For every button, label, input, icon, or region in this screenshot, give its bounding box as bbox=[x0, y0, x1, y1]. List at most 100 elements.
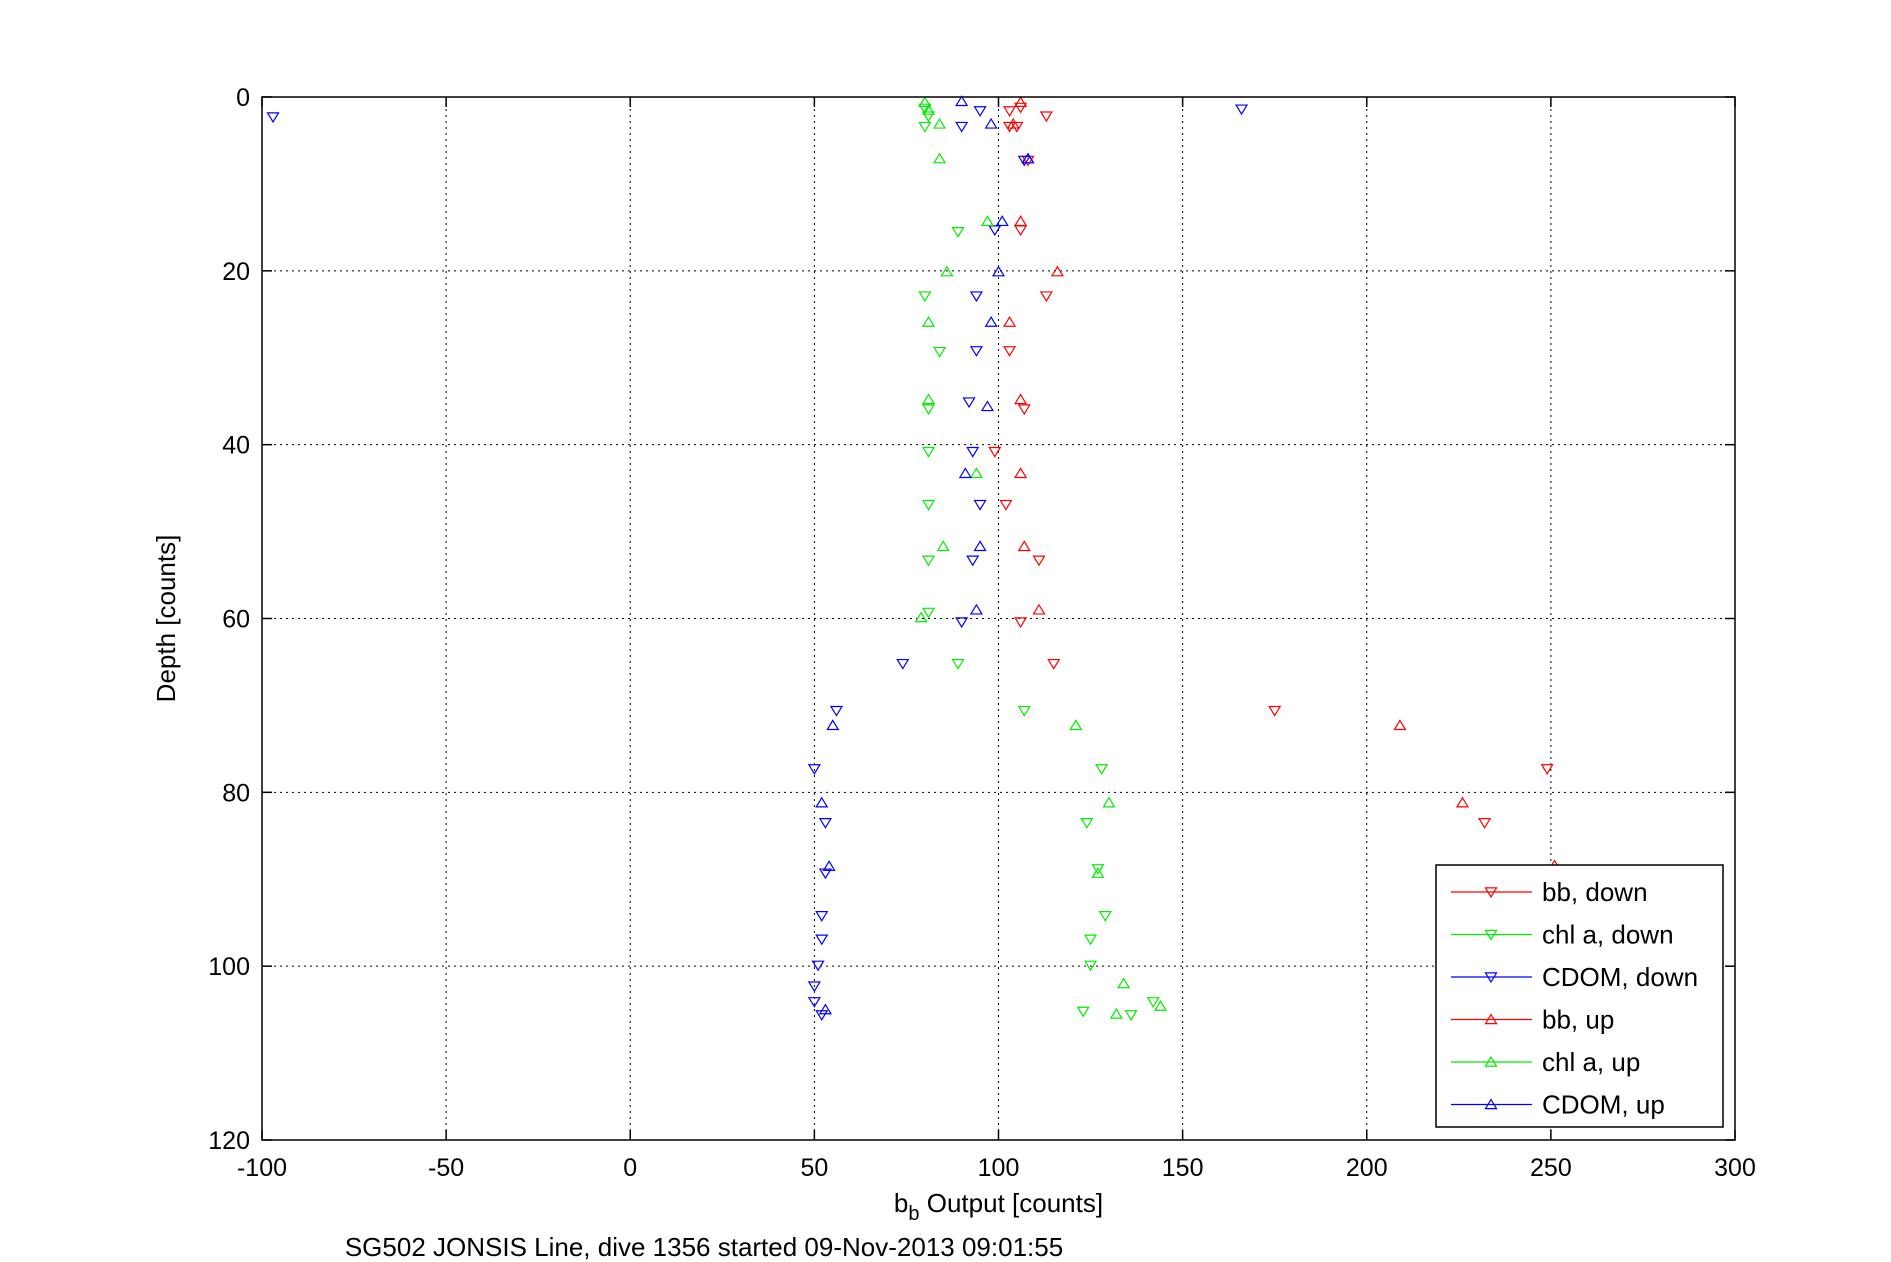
legend-marker bbox=[1484, 972, 1498, 984]
data-point bbox=[1039, 291, 1053, 303]
x-tick-label: 0 bbox=[623, 1154, 637, 1182]
y-tick-label: 0 bbox=[236, 84, 250, 112]
data-point bbox=[1393, 719, 1407, 731]
y-tick-labels: 0 20 40 60 80 100 120 bbox=[208, 84, 250, 1155]
data-point bbox=[1014, 617, 1028, 629]
data-point bbox=[995, 215, 1009, 227]
data-point bbox=[980, 215, 995, 227]
x-axis-label: bb Output [counts] bbox=[894, 1188, 1103, 1225]
data-point bbox=[1455, 796, 1470, 808]
data-point bbox=[973, 540, 987, 552]
data-point bbox=[1109, 1007, 1123, 1019]
data-point bbox=[1014, 215, 1028, 227]
legend-label: bb, up bbox=[1542, 1005, 1614, 1035]
data-point bbox=[1039, 111, 1053, 123]
data-point bbox=[1047, 658, 1061, 670]
data-point bbox=[1002, 121, 1017, 133]
data-point bbox=[1268, 705, 1282, 717]
data-point bbox=[815, 934, 829, 946]
data-point bbox=[969, 291, 983, 303]
y-tick-label: 120 bbox=[208, 1127, 250, 1155]
data-point bbox=[1014, 393, 1028, 405]
data-point bbox=[807, 764, 821, 775]
x-tick-label: -50 bbox=[428, 1154, 464, 1182]
legend-label: chl a, up bbox=[1542, 1047, 1640, 1077]
data-point bbox=[1021, 152, 1035, 164]
chart-caption: SG502 JONSIS Line, dive 1356 started 09-… bbox=[345, 1232, 1063, 1262]
data-point bbox=[1117, 977, 1131, 989]
data-point bbox=[918, 121, 932, 133]
legend-label: bb, down bbox=[1542, 877, 1648, 907]
data-point bbox=[1002, 346, 1017, 357]
data-point bbox=[1095, 764, 1109, 775]
data-point bbox=[1124, 1010, 1138, 1021]
data-point bbox=[966, 555, 980, 567]
data-point bbox=[973, 499, 987, 511]
data-point bbox=[936, 540, 950, 552]
data-point bbox=[1478, 818, 1492, 829]
x-tick-label: 250 bbox=[1530, 1154, 1572, 1182]
x-tick-label: 150 bbox=[1162, 1154, 1204, 1182]
data-point bbox=[1098, 911, 1112, 922]
data-points bbox=[266, 95, 1562, 1021]
data-point bbox=[1080, 818, 1094, 829]
data-point bbox=[818, 868, 832, 880]
data-point bbox=[1017, 404, 1031, 416]
data-point bbox=[1083, 934, 1098, 946]
data-point bbox=[940, 265, 954, 277]
data-point bbox=[955, 617, 969, 629]
data-point bbox=[966, 446, 980, 458]
data-point bbox=[984, 316, 998, 327]
data-point bbox=[1002, 106, 1017, 118]
data-point bbox=[1050, 265, 1064, 277]
data-point bbox=[914, 611, 928, 623]
data-point bbox=[980, 400, 995, 412]
data-point bbox=[1083, 960, 1098, 972]
y-tick-label: 40 bbox=[222, 432, 250, 460]
x-tick-labels: -100 -50 0 50 100 150 200 250 300 bbox=[237, 1154, 1756, 1182]
data-point bbox=[921, 393, 936, 405]
data-point bbox=[969, 467, 983, 479]
data-point bbox=[921, 111, 936, 123]
data-point bbox=[266, 112, 280, 124]
y-tick-label: 80 bbox=[222, 779, 250, 807]
data-point bbox=[991, 265, 1006, 277]
data-point bbox=[918, 103, 932, 115]
data-point bbox=[1076, 1006, 1090, 1018]
data-point bbox=[999, 499, 1013, 511]
data-point bbox=[896, 658, 910, 670]
data-point bbox=[951, 226, 965, 238]
data-point bbox=[951, 658, 965, 670]
data-point bbox=[1102, 796, 1116, 808]
data-point bbox=[1146, 997, 1160, 1008]
data-point bbox=[818, 818, 832, 829]
legend-marker bbox=[1484, 1013, 1498, 1025]
x-axis-label-rest: Output [counts] bbox=[920, 1188, 1104, 1218]
data-point bbox=[969, 603, 983, 615]
data-point bbox=[988, 225, 1002, 237]
data-point bbox=[955, 121, 969, 133]
data-point bbox=[969, 346, 983, 357]
data-point bbox=[822, 860, 836, 871]
data-point bbox=[933, 117, 947, 129]
data-point bbox=[829, 705, 844, 717]
data-point bbox=[988, 446, 1002, 458]
data-point bbox=[921, 103, 936, 115]
data-point bbox=[1091, 864, 1105, 875]
data-point bbox=[918, 96, 932, 107]
legend-marker bbox=[1484, 929, 1498, 941]
x-axis-label-subscript: b bbox=[908, 1203, 919, 1225]
x-tick-label: 300 bbox=[1714, 1154, 1756, 1182]
x-tick-label: 100 bbox=[978, 1154, 1020, 1182]
data-point bbox=[1540, 764, 1554, 775]
data-point bbox=[1014, 102, 1028, 114]
data-point bbox=[1234, 104, 1249, 116]
data-point bbox=[1014, 467, 1028, 479]
legend-marker bbox=[1484, 1055, 1498, 1067]
data-point bbox=[1014, 96, 1028, 107]
data-point bbox=[921, 446, 936, 458]
data-point bbox=[826, 719, 840, 731]
data-point bbox=[933, 152, 947, 164]
legend-box bbox=[1435, 864, 1724, 1128]
